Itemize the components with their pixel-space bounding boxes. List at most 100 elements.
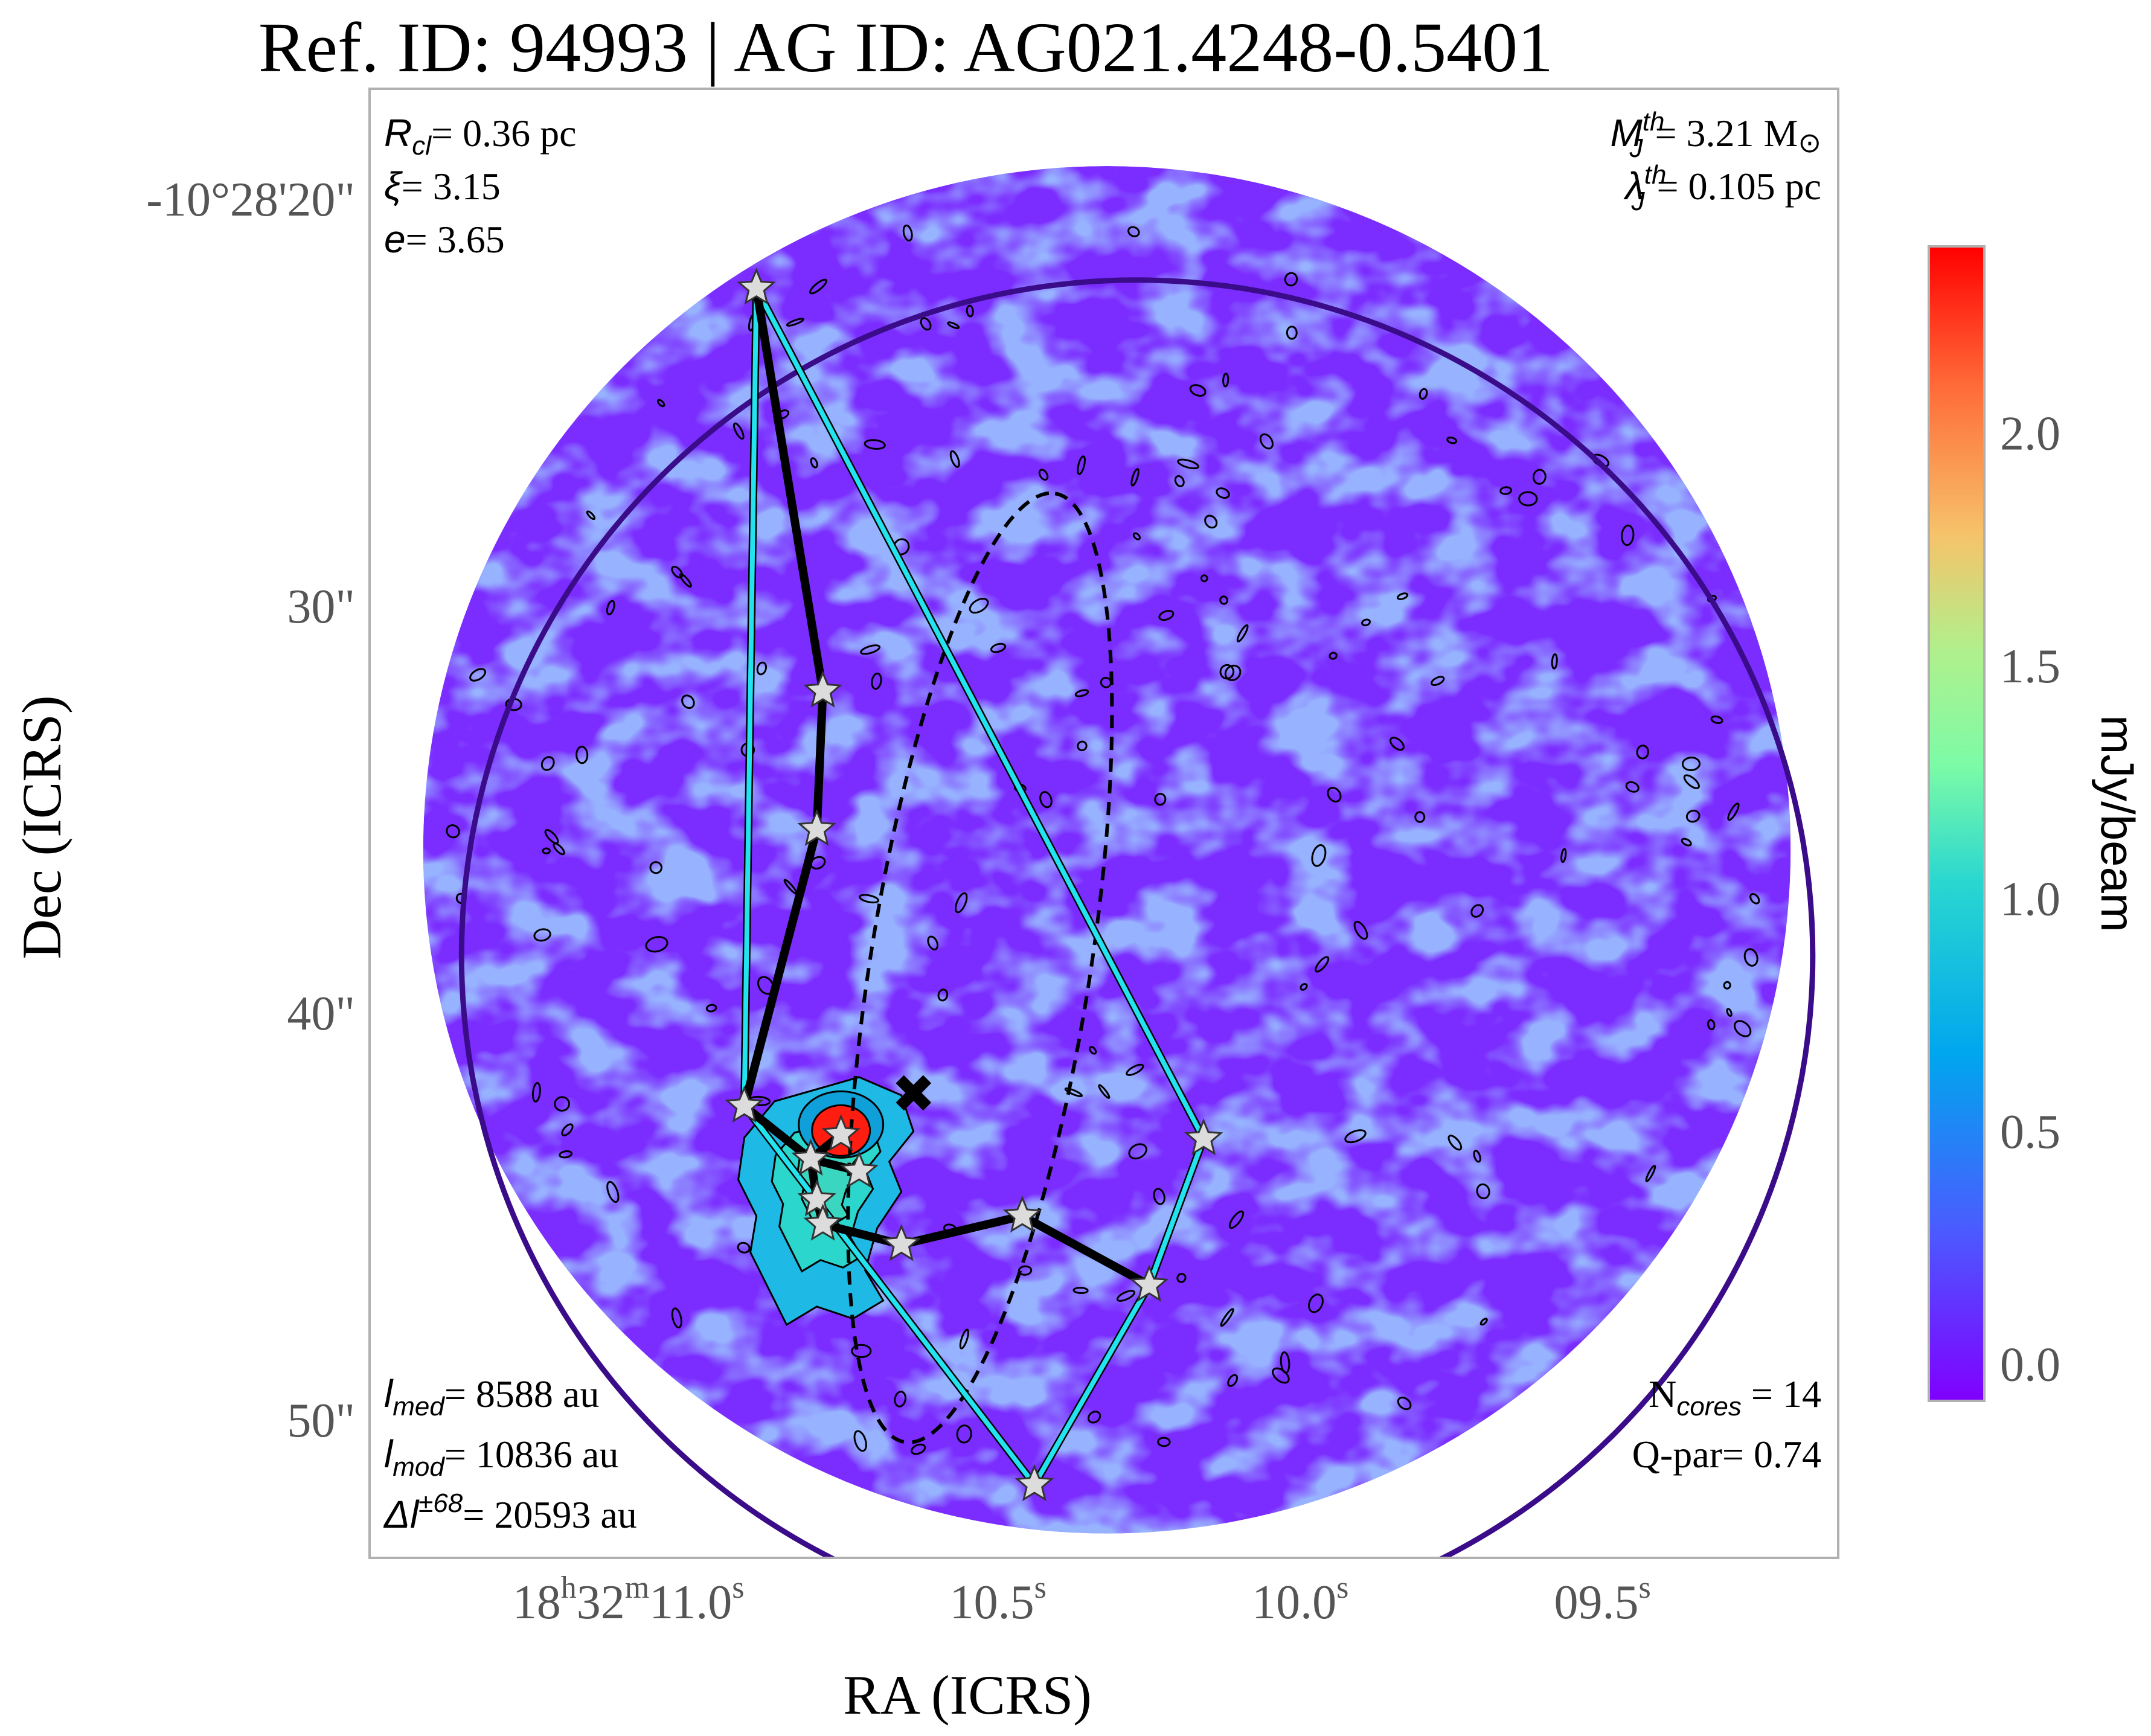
contour-speckle	[1723, 981, 1731, 990]
contour-speckle	[1419, 388, 1428, 400]
contour-speckle	[1127, 226, 1140, 237]
contour-speckle	[1077, 455, 1086, 475]
contour-speckle	[1551, 653, 1558, 670]
plot-area: ✖	[368, 88, 1839, 1559]
colorbar-ticks: 0.0 0.5 1.0 1.5 2.0	[2000, 407, 2060, 1391]
core-star	[1002, 1195, 1042, 1233]
contour-speckle	[853, 1430, 867, 1452]
y-tick-label: 40"	[287, 987, 355, 1040]
contour-speckle	[949, 450, 960, 468]
contour-speckle	[1681, 838, 1692, 847]
contour-speckle	[1681, 757, 1701, 772]
annotation-e: e= 3.65	[384, 217, 505, 261]
mst-edge	[740, 825, 821, 1110]
contour-speckle	[927, 935, 939, 950]
annotations-top-left: Rcl= 0.36 pc ξ= 3.15 e= 3.65	[384, 111, 577, 261]
contour-speckle	[1072, 1287, 1089, 1295]
contour-speckle	[469, 668, 487, 682]
core-markers	[725, 267, 1223, 1502]
contour-speckle	[559, 1150, 573, 1159]
contour-speckle	[1189, 384, 1207, 397]
contour-speckle	[1284, 272, 1298, 287]
y-tick-label: 30"	[287, 580, 355, 633]
contour-speckle	[1636, 745, 1649, 760]
contour-speckle	[1518, 491, 1538, 507]
contour-speckle	[1329, 652, 1338, 660]
contour-speckle	[937, 988, 949, 1002]
contour-speckle	[1707, 1019, 1716, 1031]
contour-speckle	[1645, 1165, 1656, 1182]
x-tick-label: 09.5s	[1554, 1571, 1650, 1629]
colorbar-tick-label: 0.5	[2000, 1106, 2060, 1159]
contour-speckle	[1726, 1008, 1733, 1017]
contour-speckle	[1204, 514, 1218, 529]
annotations-bottom-left: lmed= 8588 au lmod= 10836 au Δl±68= 2059…	[383, 1372, 637, 1536]
contour-speckle	[1621, 524, 1635, 546]
annotation-delta-l: Δl±68= 20593 au	[383, 1488, 637, 1536]
contour-speckle	[1473, 1150, 1481, 1163]
mst-edge	[740, 1101, 815, 1164]
core-star	[791, 1138, 830, 1176]
contour-speckle	[1315, 956, 1330, 973]
contour-speckle	[954, 892, 968, 914]
contour-speckle	[1200, 574, 1208, 583]
contour-speckle	[1470, 904, 1484, 918]
contour-speckle	[1227, 1374, 1239, 1387]
contour-speckle	[671, 565, 684, 578]
core-star	[1129, 1264, 1169, 1302]
colorbar-fill	[1928, 245, 1986, 1402]
x-tick-labels: 18h32m11.0s 10.5s 10.0s 09.5s	[513, 1571, 1651, 1629]
contour-speckle	[1219, 595, 1229, 605]
fit-ellipse	[846, 491, 1114, 1444]
contour-speckle	[531, 1082, 541, 1103]
contour-speckle	[1259, 433, 1274, 450]
contour-speckle	[681, 694, 695, 709]
contour-speckle	[1308, 1293, 1324, 1313]
contour-speckle	[1130, 468, 1140, 487]
colorbar-tick-label: 1.0	[2000, 873, 2060, 926]
contour-speckle	[966, 304, 974, 318]
contour-speckle	[1126, 1063, 1144, 1076]
contour-speckle	[732, 422, 745, 440]
contour-speckle	[1560, 848, 1567, 863]
contour-speckle	[645, 936, 668, 953]
hull-edge	[1147, 1136, 1207, 1288]
contour-speckle	[1344, 1129, 1367, 1144]
contour-speckle	[554, 1096, 570, 1112]
contour-speckle	[1446, 437, 1458, 444]
colorbar: 0.0 0.5 1.0 1.5 2.0 mJy/beam	[1928, 245, 2144, 1402]
contour-speckle	[1039, 791, 1053, 809]
x-axis-label: RA (ICRS)	[843, 1664, 1092, 1726]
contour-speckle	[1128, 1143, 1147, 1160]
contour-speckle	[1228, 1210, 1245, 1229]
contour-speckle	[679, 573, 692, 588]
contour-speckle	[1353, 920, 1368, 940]
core-star	[1184, 1118, 1223, 1156]
contour-speckle	[1479, 1318, 1488, 1326]
axes-frame	[368, 88, 1839, 1559]
contour-speckle	[1236, 624, 1249, 642]
contour-speckle	[1077, 740, 1088, 752]
contour-speckle	[810, 457, 818, 469]
contour-speckle	[851, 1344, 872, 1359]
chart-title: Ref. ID: 94993 | AG ID: AG021.4248-0.540…	[258, 8, 1553, 87]
contour-speckle	[959, 1328, 969, 1350]
annotation-jeans-length: λth J = 0.105 pc	[1623, 160, 1821, 216]
contour-speckle	[1683, 774, 1700, 789]
contour-speckle	[1154, 793, 1167, 806]
contour-speckle	[1157, 1437, 1171, 1447]
cluster-circle	[459, 277, 1815, 1558]
contour-speckle	[1064, 1087, 1083, 1098]
hull-edge	[742, 286, 759, 1109]
contour-speckle	[911, 1443, 926, 1455]
annotation-l-med: lmed= 8588 au	[384, 1372, 599, 1421]
contour-speckle	[1532, 469, 1547, 485]
contour-speckle	[1116, 1290, 1135, 1302]
contour-speckle	[1397, 592, 1409, 600]
minimum-spanning-tree	[740, 284, 1154, 1290]
contour-speckle	[1447, 1135, 1463, 1151]
contour-speckle	[871, 672, 882, 690]
x-tick-label: 18h32m11.0s	[513, 1571, 745, 1629]
contour-speckle	[1710, 715, 1723, 724]
contour-speckle	[1272, 1367, 1290, 1384]
